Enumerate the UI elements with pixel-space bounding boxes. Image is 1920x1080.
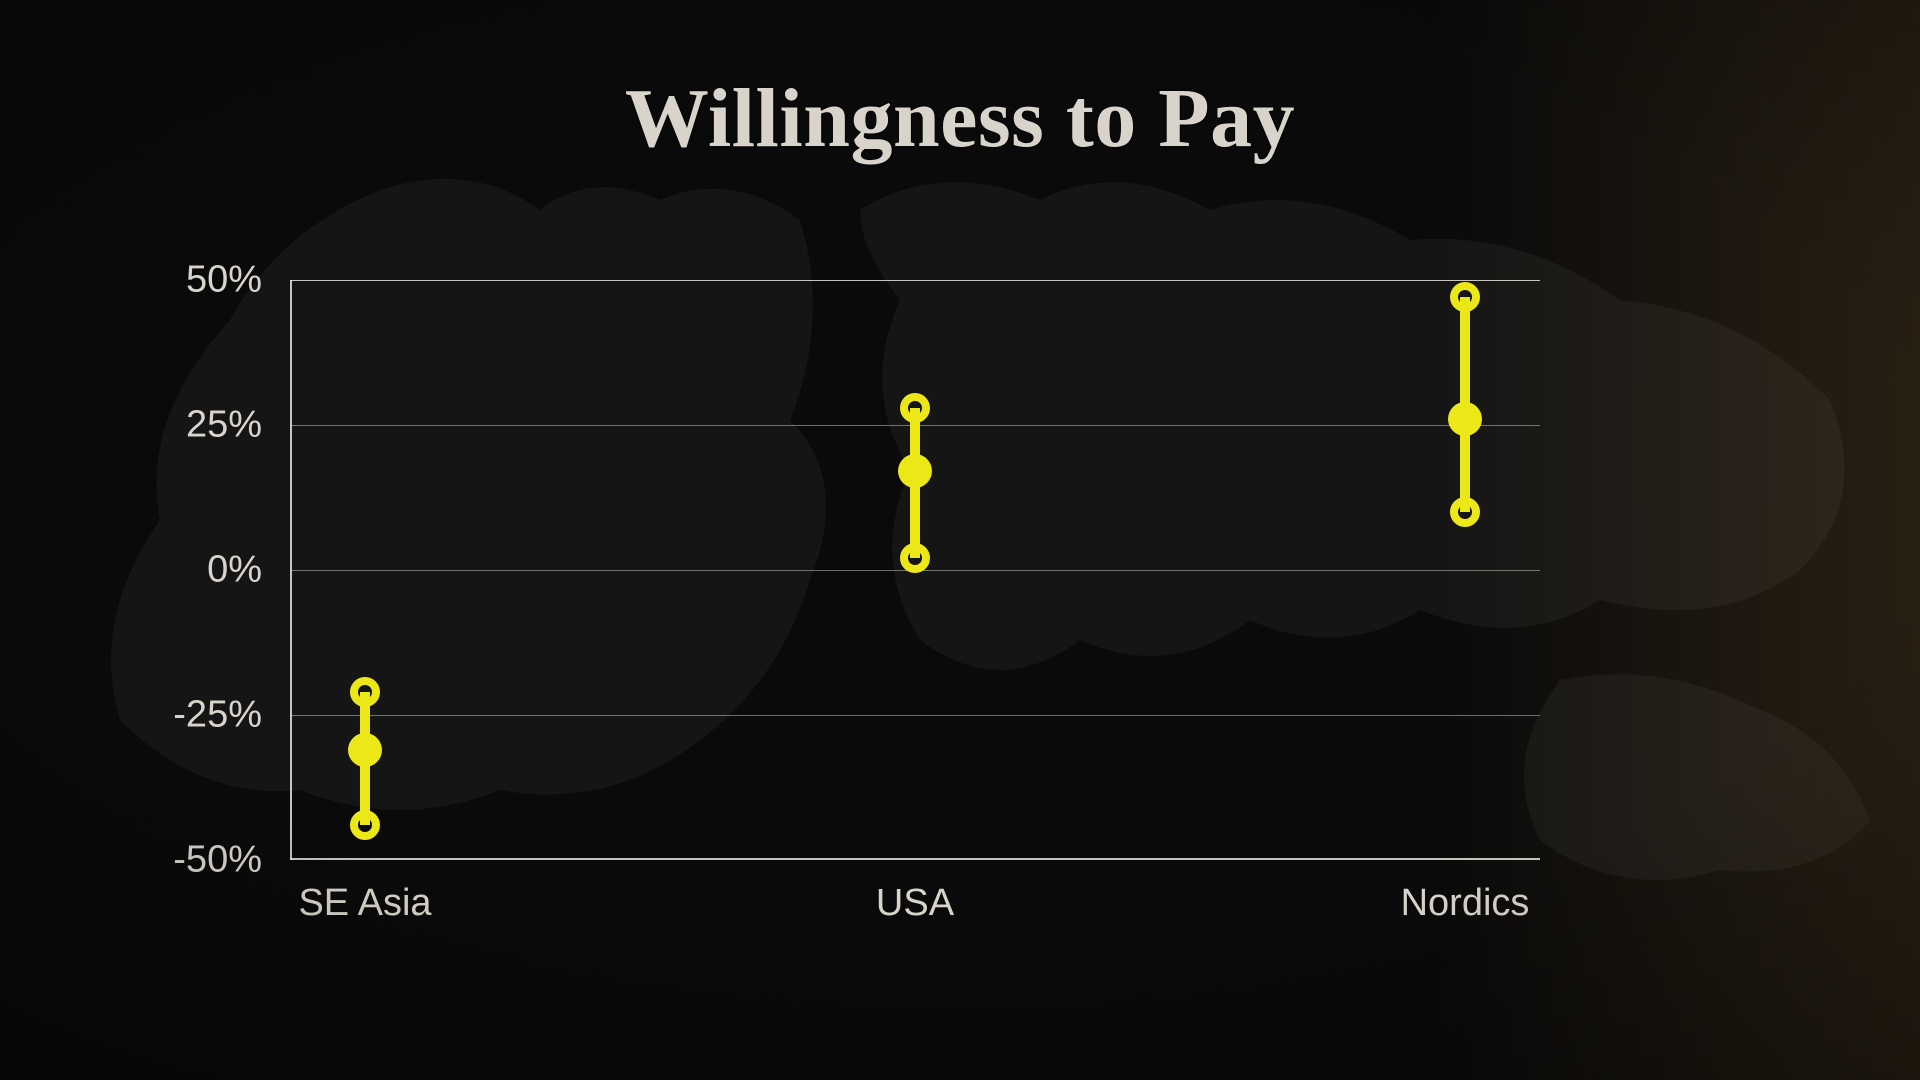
- y-tick-label: 0%: [207, 549, 262, 592]
- end-cap: [1450, 282, 1480, 312]
- end-cap: [1450, 497, 1480, 527]
- x-tick-label: Nordics: [1401, 882, 1530, 925]
- mid-point: [898, 454, 932, 488]
- x-axis: [290, 858, 1540, 860]
- end-cap: [350, 677, 380, 707]
- y-tick-label: -25%: [173, 694, 262, 737]
- chart-title: Willingness to Pay: [0, 70, 1920, 167]
- y-tick-label: 25%: [186, 404, 262, 447]
- gridline: [290, 280, 1540, 281]
- gridline: [290, 715, 1540, 716]
- chart-plot-area: 50%25%0%-25%-50%SE AsiaUSANordics: [290, 280, 1540, 860]
- y-tick-label: 50%: [186, 259, 262, 302]
- end-cap: [900, 393, 930, 423]
- x-tick-label: SE Asia: [298, 882, 431, 925]
- mid-point: [1448, 402, 1482, 436]
- end-cap: [350, 810, 380, 840]
- x-tick-label: USA: [876, 882, 954, 925]
- end-cap: [900, 543, 930, 573]
- y-tick-label: -50%: [173, 839, 262, 882]
- mid-point: [348, 733, 382, 767]
